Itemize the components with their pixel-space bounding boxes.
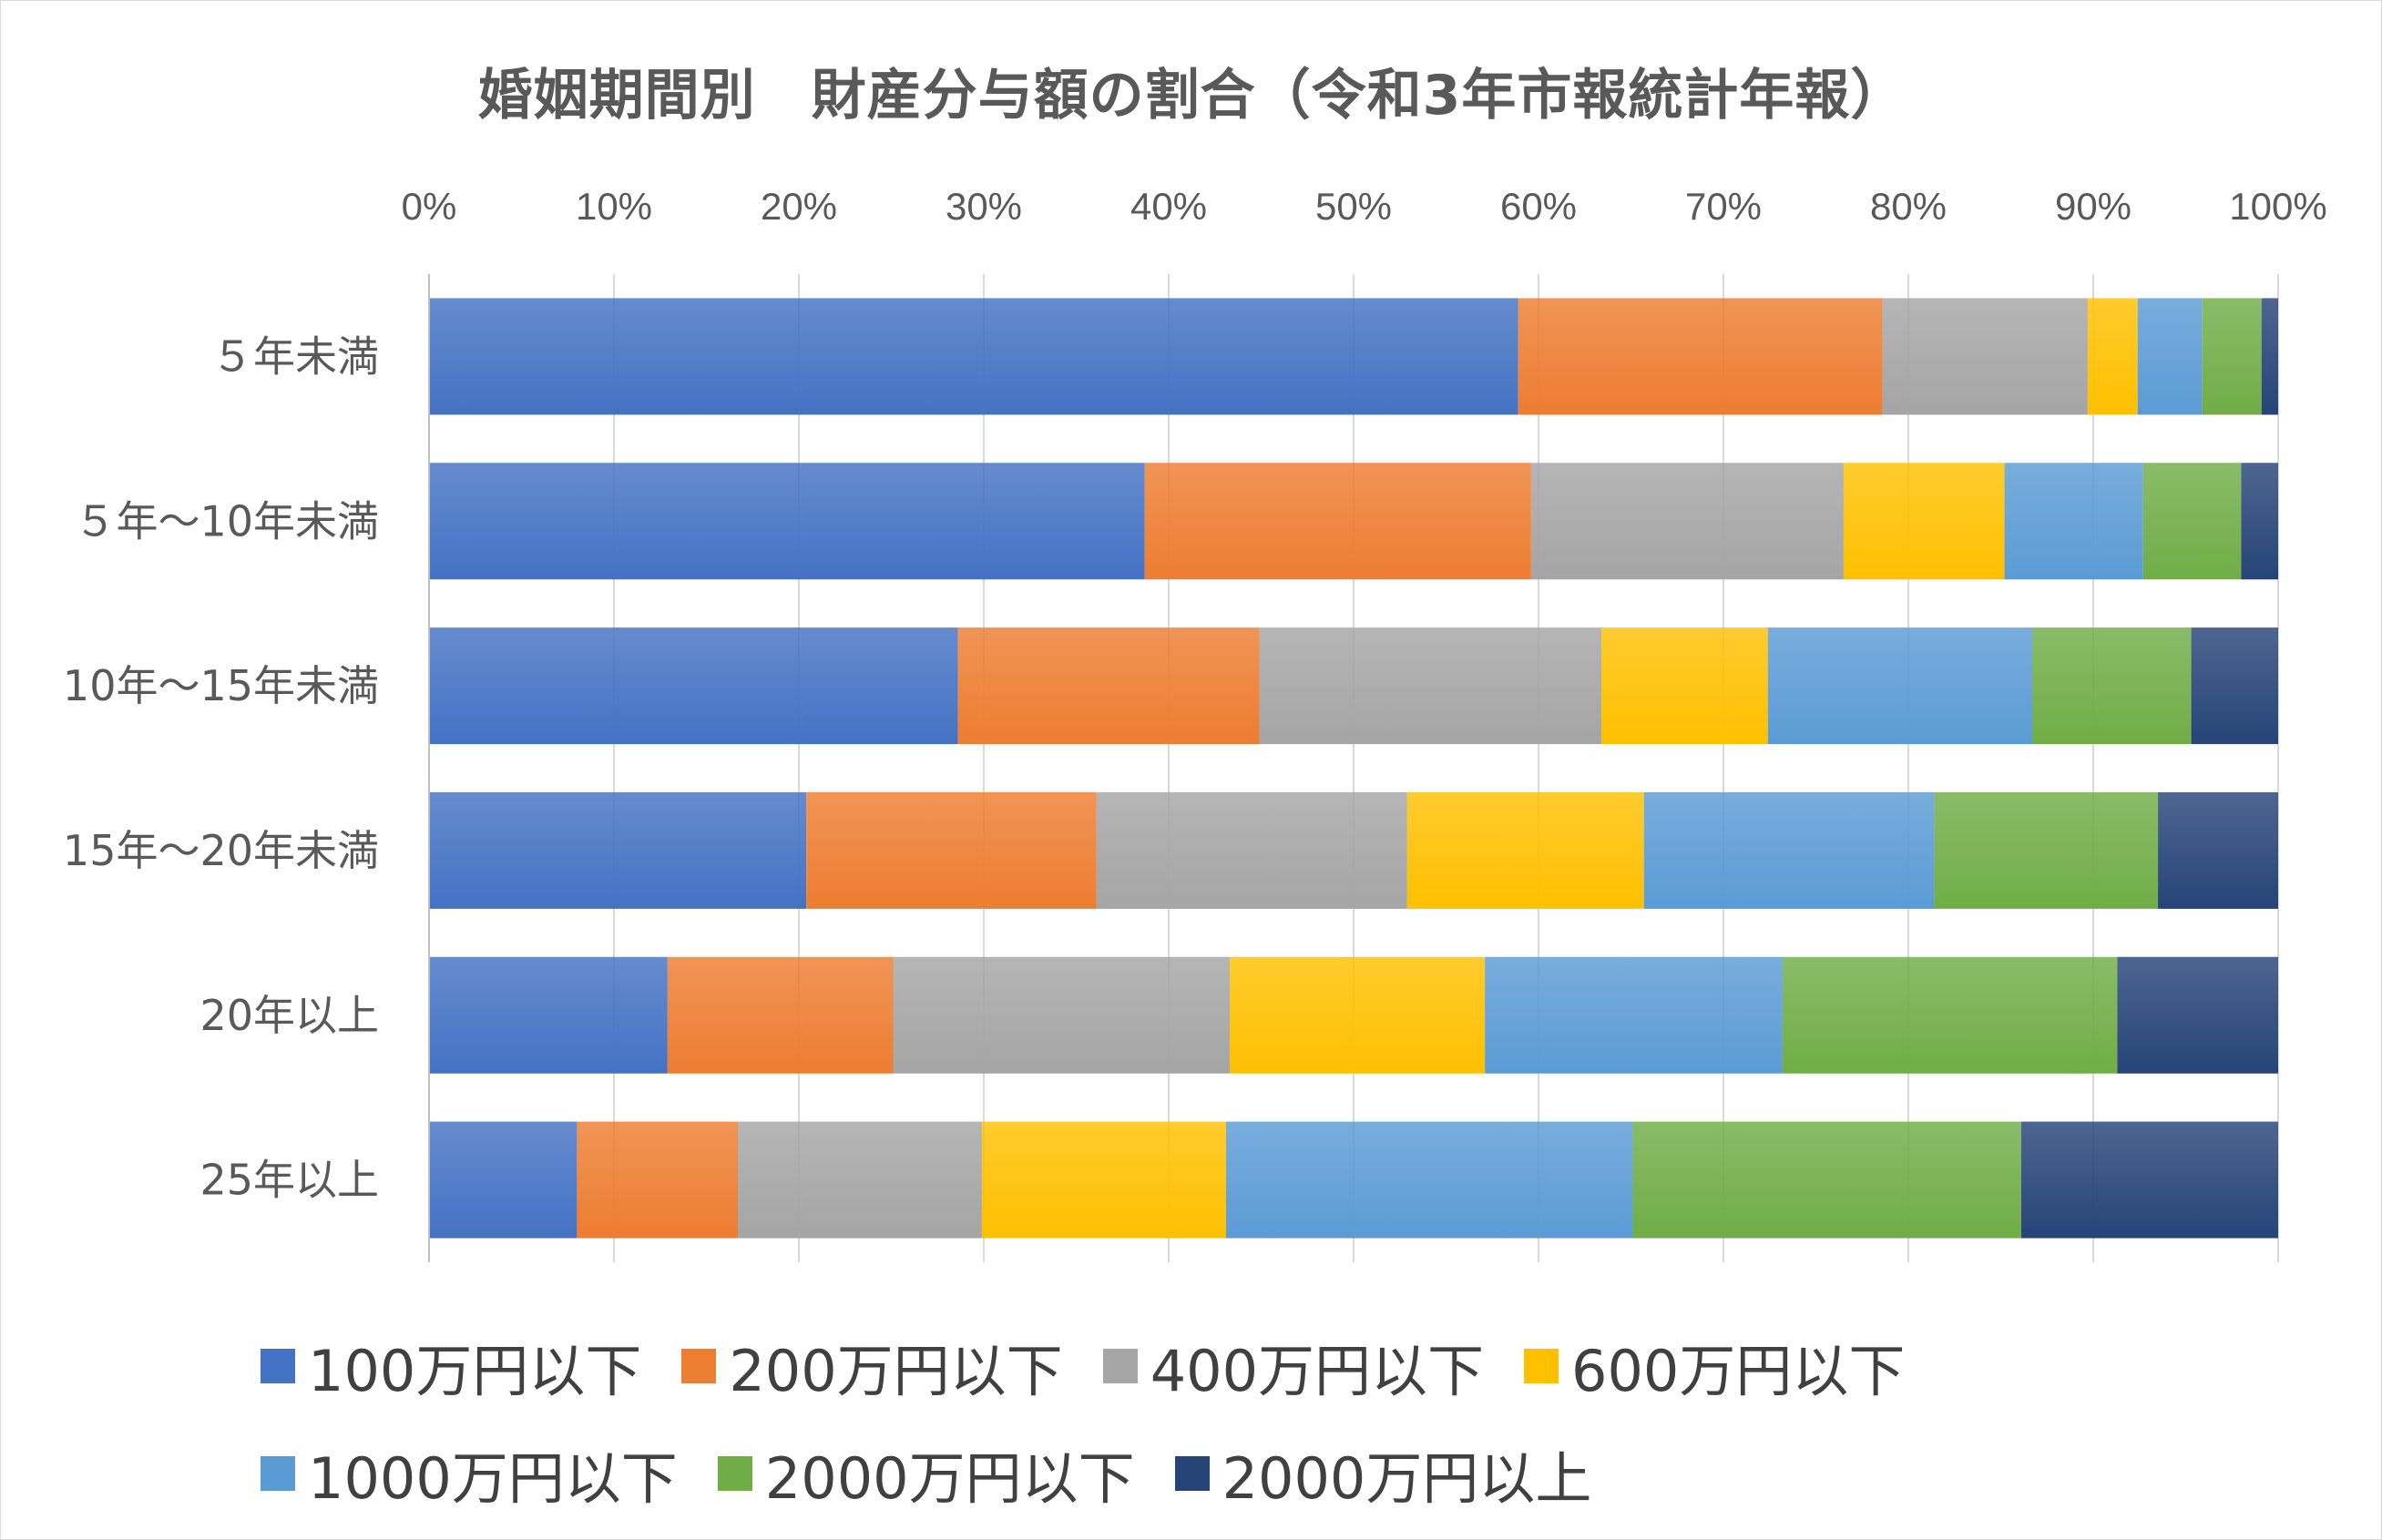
x-tick-label: 20% (761, 185, 837, 228)
bar-segment (1225, 1121, 1633, 1239)
bar-segment (2020, 1121, 2278, 1239)
legend-item: 1000万円以下 (261, 1433, 678, 1515)
bar-segment (1601, 627, 1768, 745)
legend-label: 2000万円以上 (1222, 1445, 1592, 1512)
bar-segment (806, 791, 1097, 909)
x-tick-label: 0% (402, 185, 457, 228)
bar-segment (1518, 298, 1883, 415)
legend-swatch (717, 1456, 752, 1491)
x-tick-label: 70% (1685, 185, 1762, 228)
legend-label: 2000万円以下 (764, 1445, 1135, 1512)
bar-segment (2032, 627, 2192, 745)
chart-plot-area: 0% 10% 20% 30% 40% 50% 60% 70% 80% 90% 100% ５年未満 ５年～… (63, 185, 2327, 1262)
bar-segment (738, 1121, 982, 1239)
legend-label: 200万円以下 (729, 1338, 1063, 1404)
bar-segment (1406, 791, 1644, 909)
category-label: ５年～10年未満 (74, 496, 379, 546)
legend-label: 600万円以下 (1571, 1338, 1906, 1404)
x-tick-label: 80% (1870, 185, 1947, 228)
x-tick-label: 50% (1315, 185, 1392, 228)
bar-segment (1843, 463, 2005, 580)
bar-segment (893, 956, 1230, 1074)
legend-label: 100万円以下 (308, 1338, 642, 1404)
category-label: ５年未満 (211, 331, 379, 381)
legend-item: 200万円以下 (681, 1325, 1063, 1407)
legend-swatch (261, 1456, 295, 1491)
legend-item: 2000万円以上 (1174, 1433, 1592, 1515)
bar-segment (1643, 791, 1935, 909)
bar-segment (2137, 298, 2203, 415)
legend-swatch (1102, 1349, 1138, 1383)
bar-segment (2117, 956, 2278, 1074)
bar-segment (1882, 298, 2088, 415)
bar-segment (667, 956, 894, 1074)
bar-segment (1096, 791, 1407, 909)
x-tick-label: 40% (1130, 185, 1207, 228)
bar-segment (2158, 791, 2278, 909)
legend-row: 100万円以下 200万円以下 400万円以下 600万円以下 (261, 1312, 2264, 1420)
x-tick-label: 60% (1500, 185, 1577, 228)
bar-segment (1229, 956, 1486, 1074)
bar-segment (1632, 1121, 2021, 1239)
bar-segment (1934, 791, 2159, 909)
category-label: 20年以上 (199, 991, 379, 1040)
bar-segment (957, 627, 1260, 745)
x-tick-label: 10% (576, 185, 652, 228)
chart-legend: 100万円以下 200万円以下 400万円以下 600万円以下 1000万円以下 2000… (261, 1312, 2264, 1527)
bar-segment (2087, 298, 2138, 415)
legend-item: 600万円以下 (1524, 1325, 1905, 1407)
bar-segment (429, 627, 958, 745)
legend-label: 400万円以下 (1150, 1338, 1485, 1404)
bar-segment (429, 1121, 578, 1239)
legend-row: 1000万円以下 2000万円以下 2000万円以上 (261, 1420, 2264, 1527)
legend-swatch (1524, 1349, 1559, 1383)
bar-segment (1530, 463, 1844, 580)
legend-item: 400万円以下 (1102, 1325, 1485, 1407)
legend-swatch (681, 1349, 717, 1383)
x-tick-label: 30% (946, 185, 1022, 228)
category-label: 15年～20年未満 (63, 826, 379, 875)
bar-segment (2202, 298, 2262, 415)
category-label: 10年～15年未満 (63, 661, 379, 710)
bar-segment (1259, 627, 1602, 745)
bar-segment (1782, 956, 2118, 1074)
bar-segment (429, 956, 668, 1074)
legend-swatch (1174, 1456, 1210, 1491)
legend-item: 100万円以下 (261, 1325, 641, 1407)
legend-item: 2000万円以下 (717, 1433, 1135, 1515)
bar-segment (429, 463, 1145, 580)
bar-segment (2241, 463, 2278, 580)
bar-segment (981, 1121, 1226, 1239)
bar-segment (2142, 463, 2242, 580)
x-tick-label: 100% (2229, 185, 2326, 228)
legend-label: 1000万円以下 (308, 1445, 678, 1512)
bar-segment (2261, 298, 2278, 415)
bar-segment (2191, 627, 2278, 745)
bar-segment (1485, 956, 1783, 1074)
bar-segment (429, 298, 1518, 415)
category-label: 25年以上 (199, 1156, 379, 1205)
chart-title: 婚姻期間別 財産分与額の割合（令和3年市報統計年報） (477, 64, 1907, 127)
legend-swatch (261, 1349, 295, 1383)
bar-segment (1767, 627, 2033, 745)
bar-segment (577, 1121, 739, 1239)
bar-segment (429, 791, 807, 909)
x-tick-label: 90% (2055, 185, 2132, 228)
bar-segment (1144, 463, 1531, 580)
bar-segment (2004, 463, 2143, 580)
